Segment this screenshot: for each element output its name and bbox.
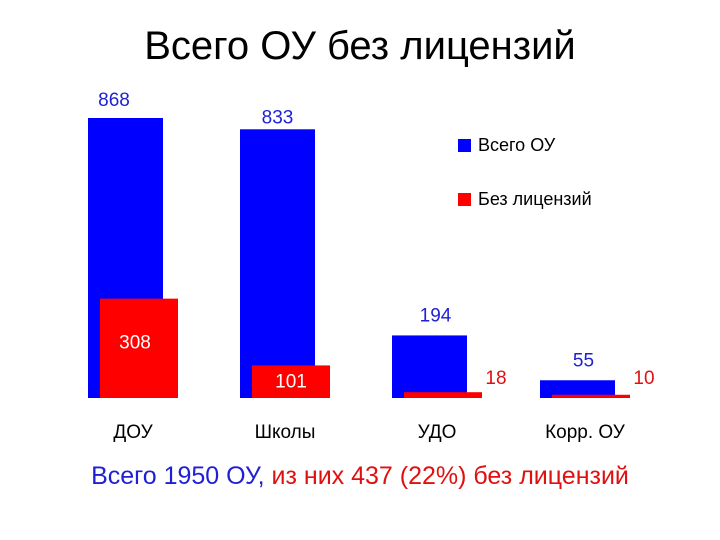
chart-title: Всего ОУ без лицензий [144,24,576,68]
bar-no-license-корр-оу [552,394,630,398]
value-label-no-license-школы: 101 [275,371,307,392]
value-label-no-license-корр-оу: 10 [633,368,654,389]
legend-label-no-license: Без лицензий [478,189,592,209]
value-label-total-удо: 194 [420,305,452,326]
summary-total: Всего 1950 ОУ, [91,462,272,490]
legend-swatch-total [458,139,471,152]
bar-total-корр-оу [540,380,615,398]
value-label-no-license-удо: 18 [485,368,506,389]
value-label-total-доу: 868 [98,90,130,111]
category-label-удо: УДО [418,422,457,443]
value-label-total-школы: 833 [262,107,294,128]
category-label-корр-оу: Корр. ОУ [545,422,626,443]
value-label-no-license-доу: 308 [119,333,151,354]
summary-text: Всего 1950 ОУ, из них 437 (22%) без лице… [0,462,720,491]
bar-no-license-школы [252,365,330,398]
bar-total-школы [240,129,315,398]
value-label-total-корр-оу: 55 [573,350,594,371]
bar-total-удо [392,335,467,398]
category-label-школы: Школы [255,422,316,443]
legend-label-total: Всего ОУ [478,135,556,155]
category-label-доу: ДОУ [113,422,153,443]
bar-chart: 868 308 ДОУ 833 101 Школы 194 18 УДО 55 10 Корр. ОУ… [88,90,655,443]
bar-no-license-доу [100,298,178,398]
bar-no-license-удо [404,392,482,398]
summary-no-license: из них 437 (22%) без лицензий [271,462,629,490]
legend-swatch-no-license [458,193,471,206]
